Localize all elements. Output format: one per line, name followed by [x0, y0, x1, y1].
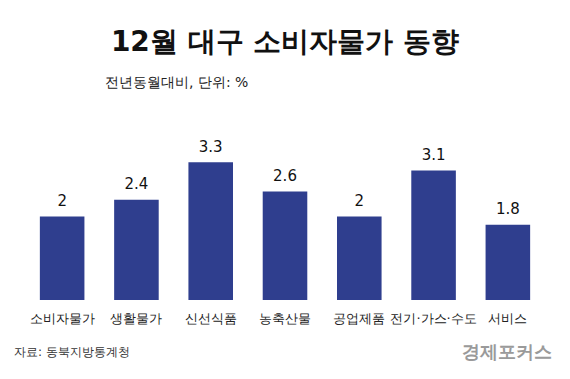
svg-text:3.1: 3.1 — [422, 146, 446, 164]
svg-text:2.4: 2.4 — [124, 175, 148, 193]
svg-text:소비자물가: 소비자물가 — [30, 311, 95, 326]
svg-text:생활물가: 생활물가 — [110, 311, 162, 326]
svg-text:2: 2 — [355, 192, 365, 210]
svg-text:농축산물: 농축산물 — [259, 311, 311, 326]
svg-text:2.6: 2.6 — [273, 167, 297, 185]
svg-text:서비스: 서비스 — [488, 311, 527, 326]
svg-text:전년동월대비, 단위: %: 전년동월대비, 단위: % — [105, 74, 248, 90]
svg-text:경제포커스: 경제포커스 — [462, 341, 552, 362]
svg-text:전기·가스·수도: 전기·가스·수도 — [390, 311, 476, 326]
svg-text:3.3: 3.3 — [199, 138, 223, 156]
svg-text:12월 대구 소비자물가 동향: 12월 대구 소비자물가 동향 — [111, 25, 459, 58]
svg-text:자료: 동북지방통계청: 자료: 동북지방통계청 — [14, 345, 130, 359]
svg-text:공업제품: 공업제품 — [333, 311, 385, 326]
svg-text:1.8: 1.8 — [496, 200, 520, 218]
svg-text:신선식품: 신선식품 — [185, 311, 237, 326]
svg-text:2: 2 — [57, 192, 67, 210]
